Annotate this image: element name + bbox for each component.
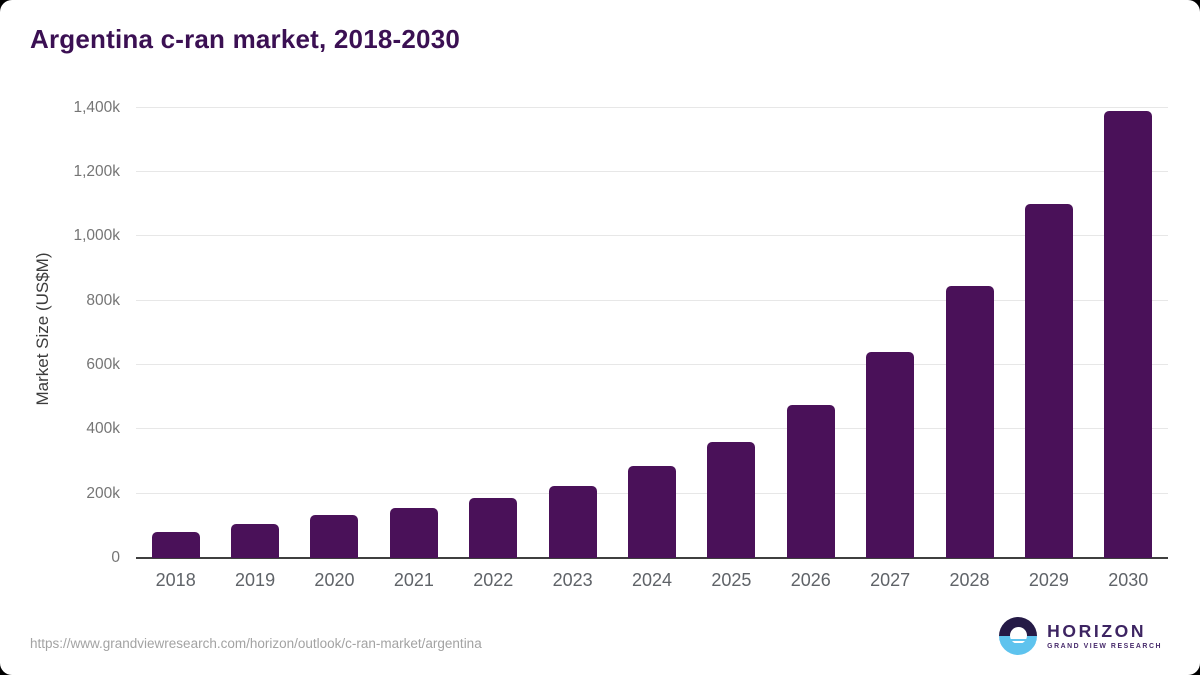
x-axis-line <box>136 557 1168 559</box>
x-tick-label: 2020 <box>314 570 355 590</box>
x-tick-label: 2029 <box>1028 570 1069 590</box>
gridline <box>136 106 1168 108</box>
source-url: https://www.grandviewresearch.com/horizo… <box>30 636 482 651</box>
x-axis-labels: 2018 2019 2020 2021 2022 2023 2024 2025 2026 2027… <box>136 570 1168 594</box>
bar-2018 <box>151 532 200 558</box>
bar-2030 <box>1104 110 1153 558</box>
x-tick-label: 2021 <box>393 570 434 590</box>
x-tick-label: 2027 <box>870 570 911 590</box>
gridline <box>136 170 1168 172</box>
x-tick-label: 2026 <box>790 570 831 590</box>
bar-2028 <box>945 286 994 558</box>
gridline <box>136 235 1168 237</box>
gridline <box>136 428 1168 430</box>
logo-text: HORIZON GRAND VIEW RESEARCH <box>1047 621 1162 650</box>
reflection-stripe <box>999 638 1038 641</box>
bar-2023 <box>548 485 597 558</box>
reflection-stripe <box>999 643 1038 646</box>
x-tick-label: 2025 <box>711 570 752 590</box>
bar-2024 <box>628 466 676 558</box>
bar-2020 <box>310 514 359 558</box>
y-tick-label: 200k <box>86 484 120 502</box>
x-tick-label: 2023 <box>552 570 593 590</box>
gridline <box>136 299 1168 301</box>
bar-2026 <box>786 405 835 558</box>
logo-name: HORIZON <box>1047 621 1147 642</box>
x-tick-label: 2022 <box>473 570 514 590</box>
y-axis-labels: 0 200k 400k 600k 800k 1,000k 1,200k 1,400k <box>0 98 120 567</box>
bar-2022 <box>469 498 518 558</box>
y-tick-label: 800k <box>86 291 120 309</box>
bar-2027 <box>866 352 915 558</box>
sun-shape <box>1009 627 1027 644</box>
bar-2029 <box>1024 204 1073 558</box>
x-tick-label: 2018 <box>155 570 196 590</box>
logo-subtitle: GRAND VIEW RESEARCH <box>1047 642 1162 650</box>
bar-2025 <box>707 442 756 558</box>
y-tick-label: 1,000k <box>73 227 120 245</box>
horizon-sunrise-icon <box>999 617 1038 655</box>
y-tick-label: 600k <box>86 355 120 373</box>
bar-2021 <box>389 508 438 558</box>
y-tick-label: 400k <box>86 420 120 438</box>
plot-area <box>136 100 1168 559</box>
y-tick-label: 1,200k <box>73 162 120 180</box>
horizon-logo: HORIZON GRAND VIEW RESEARCH <box>999 617 1162 655</box>
x-tick-label: 2024 <box>631 570 673 590</box>
y-tick-label: 0 <box>111 549 120 566</box>
x-tick-label: 2019 <box>235 570 276 590</box>
page-title: Argentina c-ran market, 2018-2030 <box>30 24 461 54</box>
y-tick-label: 1,400k <box>73 98 120 116</box>
x-tick-label: 2030 <box>1108 570 1149 590</box>
x-tick-label: 2028 <box>949 570 990 590</box>
gridline <box>136 363 1168 365</box>
bar-2019 <box>231 524 280 558</box>
